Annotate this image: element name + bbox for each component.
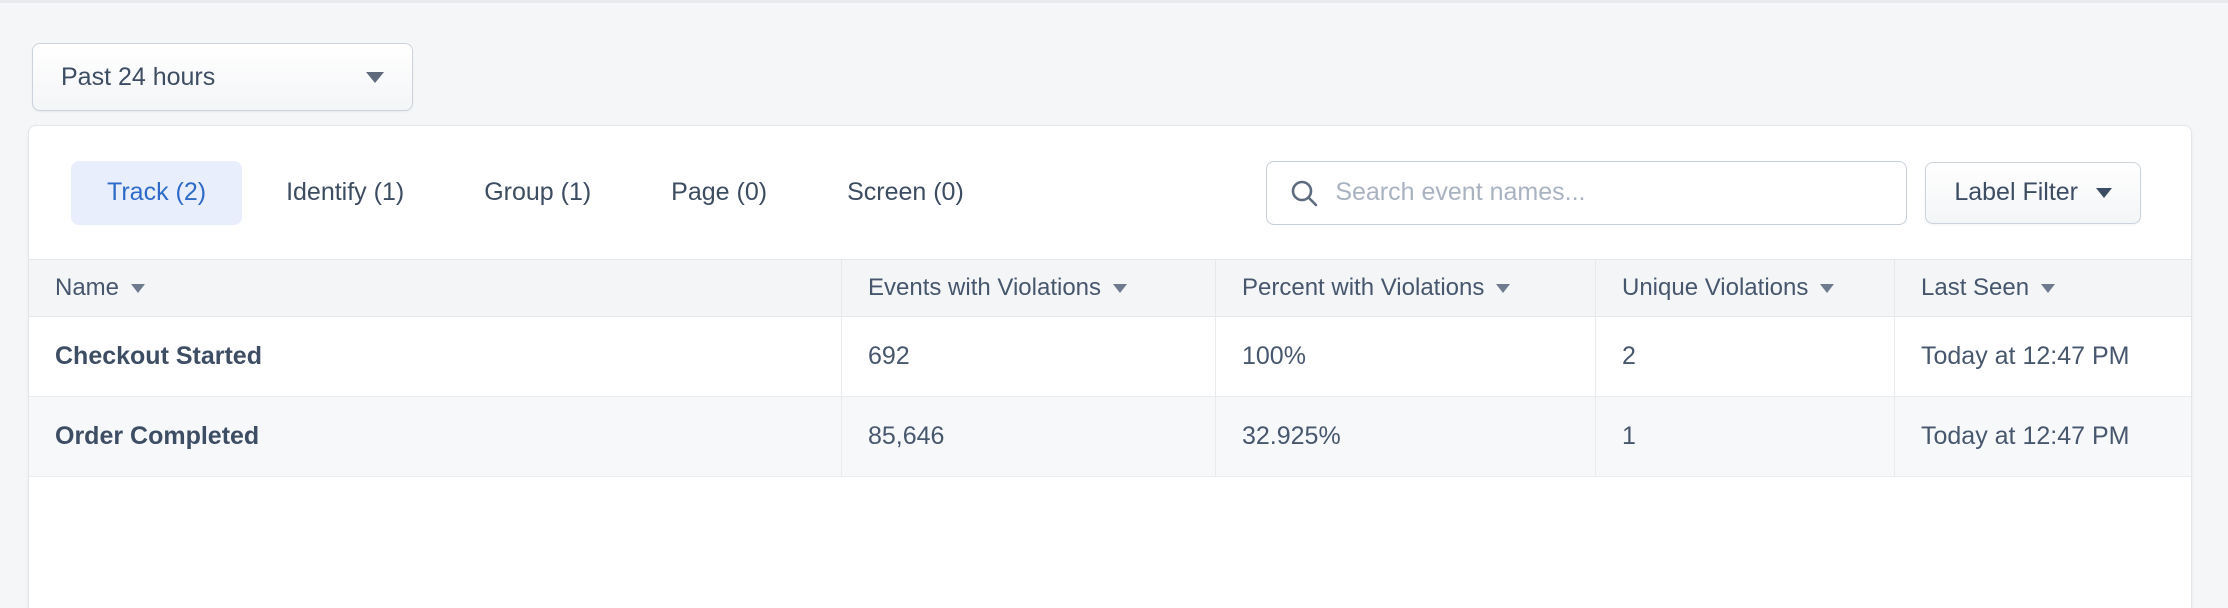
search-box[interactable]	[1266, 160, 1908, 225]
event-name-cell[interactable]: Checkout Started	[55, 342, 262, 370]
column-header-last-seen[interactable]: Last Seen	[1894, 260, 2191, 316]
time-range-value: Past 24 hours	[61, 62, 216, 91]
last-seen-cell: Today at 12:47 PM	[1894, 397, 2191, 476]
events-with-violations-cell: 692	[841, 317, 1215, 396]
label-filter-button[interactable]: Label Filter	[1925, 161, 2141, 224]
sort-caret-icon	[1113, 283, 1128, 293]
table-row[interactable]: Checkout Started 692 100% 2 Today at 12:…	[29, 317, 2191, 397]
tab-track[interactable]: Track (2)	[71, 160, 243, 225]
tab-group[interactable]: Group (1)	[484, 178, 592, 206]
tab-page[interactable]: Page (0)	[671, 178, 768, 206]
chevron-down-icon	[366, 71, 384, 83]
tab-identify[interactable]: Identify (1)	[286, 178, 405, 206]
violations-card: Track (2) Identify (1) Group (1) Page (0…	[28, 125, 2192, 608]
table-row[interactable]: Order Completed 85,646 32.925% 1 Today a…	[29, 397, 2191, 477]
unique-violations-cell: 1	[1595, 397, 1894, 476]
label-filter-text: Label Filter	[1954, 178, 2078, 206]
chevron-down-icon	[2096, 187, 2112, 198]
event-name-cell[interactable]: Order Completed	[55, 422, 260, 450]
card-toolbar: Track (2) Identify (1) Group (1) Page (0…	[29, 126, 2191, 259]
sort-caret-icon	[1496, 283, 1511, 293]
tab-screen[interactable]: Screen (0)	[847, 178, 964, 206]
search-input[interactable]	[1335, 178, 1885, 207]
column-header-percent-with-violations[interactable]: Percent with Violations	[1215, 260, 1595, 316]
top-divider	[0, 0, 2228, 3]
column-header-events-with-violations[interactable]: Events with Violations	[841, 260, 1215, 316]
column-header-name[interactable]: Name	[29, 260, 841, 316]
last-seen-cell: Today at 12:47 PM	[1894, 317, 2191, 396]
percent-with-violations-cell: 100%	[1215, 317, 1595, 396]
sort-caret-icon	[2041, 283, 2056, 293]
sort-caret-icon	[1820, 283, 1835, 293]
percent-with-violations-cell: 32.925%	[1215, 397, 1595, 476]
sort-caret-icon	[131, 283, 146, 293]
unique-violations-cell: 2	[1595, 317, 1894, 396]
column-header-unique-violations[interactable]: Unique Violations	[1595, 260, 1894, 316]
table-header-row: Name Events with Violations Percent with…	[29, 259, 2191, 317]
time-range-dropdown[interactable]: Past 24 hours	[32, 43, 413, 111]
search-icon	[1292, 180, 1318, 206]
event-type-tabs: Track (2) Identify (1) Group (1) Page (0…	[71, 160, 1000, 225]
events-with-violations-cell: 85,646	[841, 397, 1215, 476]
